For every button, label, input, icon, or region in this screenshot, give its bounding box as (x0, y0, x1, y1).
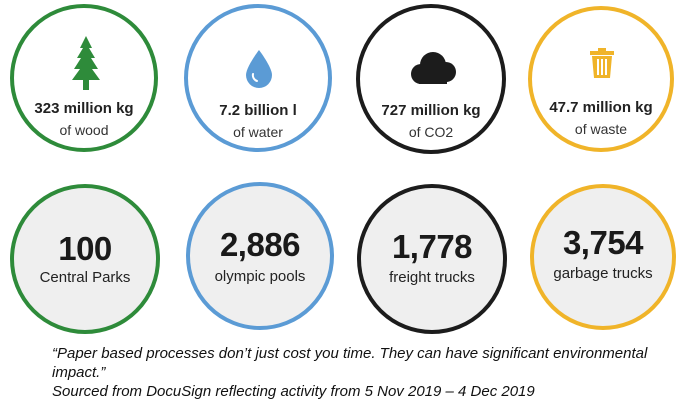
trash-can-icon (590, 48, 614, 78)
central-parks-value: 100 (58, 230, 112, 267)
co2-value: 727 million kg (381, 102, 481, 119)
cloud-icon (409, 52, 457, 86)
wood-label: of wood (59, 122, 109, 138)
olympic-pools-value: 2,886 (219, 226, 301, 263)
co2-label: of CO2 (408, 124, 454, 140)
water-value: 7.2 billion l (219, 102, 297, 119)
water-stat-circle: 7.2 billion l of water (184, 4, 332, 152)
source-text: Sourced from DocuSign reflecting activit… (52, 383, 535, 400)
olympic-pools-circle: 2,886 olympic pools (186, 182, 334, 330)
olympic-pools-label: olympic pools (214, 268, 306, 285)
central-parks-label: Central Parks (39, 269, 131, 286)
co2-stat-circle: 727 million kg of CO2 (356, 4, 506, 154)
freight-trucks-circle: 1,778 freight trucks (357, 184, 507, 334)
wood-value: 323 million kg (34, 100, 134, 117)
waste-stat-circle: 47.7 million kg of waste (528, 6, 674, 152)
central-parks-circle: 100 Central Parks (10, 184, 160, 334)
waste-label: of waste (574, 121, 628, 137)
garbage-trucks-value: 3,754 (562, 224, 644, 261)
wood-stat-circle: 323 million kg of wood (10, 4, 158, 152)
freight-trucks-value: 1,778 (391, 228, 473, 265)
garbage-trucks-circle: 3,754 garbage trucks (530, 184, 676, 330)
waste-value: 47.7 million kg (549, 99, 653, 116)
tree-icon (71, 36, 101, 92)
quote-text: “Paper based processes don’t just cost y… (52, 345, 648, 381)
water-drop-icon (246, 50, 272, 88)
freight-trucks-label: freight trucks (389, 269, 475, 286)
water-label: of water (233, 124, 283, 140)
garbage-trucks-label: garbage trucks (553, 265, 653, 282)
